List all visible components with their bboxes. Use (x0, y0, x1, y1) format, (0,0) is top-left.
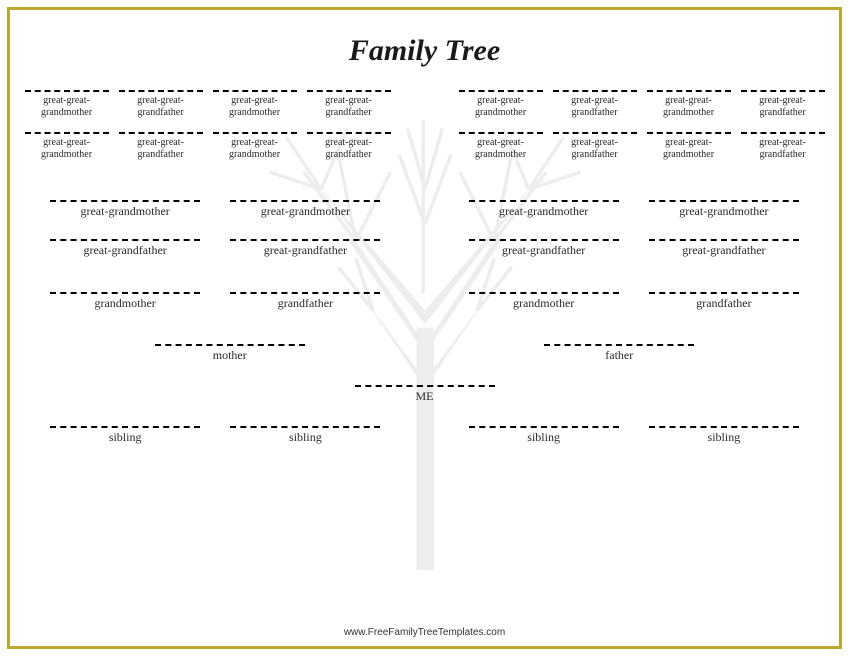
ancestor-slot: great-great- grandmother (459, 132, 543, 160)
ancestor-slot: great-grandfather (220, 239, 390, 258)
sibling-slot: sibling (459, 426, 629, 445)
ancestor-slot: great-grandmother (40, 200, 210, 219)
ancestor-slot: great-great- grandmother (213, 90, 297, 118)
gen1-row: ME (40, 385, 809, 404)
ancestor-slot: great-great- grandfather (553, 90, 637, 118)
sibling-slot: sibling (40, 426, 210, 445)
page-title: Family Tree (10, 34, 839, 68)
gen3-row: grandmother grandfather grandmother gran… (40, 292, 809, 311)
ancestor-slot: great-great- grandmother (647, 90, 731, 118)
page-frame: Family Tree great-great- grandmother gre… (7, 7, 842, 649)
ancestor-slot: grandfather (639, 292, 809, 311)
sibling-slot: sibling (639, 426, 809, 445)
gen2-row: mother father (40, 344, 809, 363)
ancestor-slot: great-great- grandmother (647, 132, 731, 160)
ancestor-slot: great-grandmother (220, 200, 390, 219)
siblings-row: sibling sibling sibling sibling (40, 426, 809, 445)
ancestor-slot: great-great- grandmother (25, 90, 109, 118)
ancestor-slot: great-great- grandfather (119, 132, 203, 160)
ancestor-slot: grandmother (459, 292, 629, 311)
tree-content: great-great- grandmother great-great- gr… (10, 68, 839, 445)
ancestor-slot: grandfather (220, 292, 390, 311)
ancestor-slot: grandmother (40, 292, 210, 311)
ancestor-slot: great-grandmother (459, 200, 629, 219)
ancestor-slot: great-great- grandfather (741, 90, 825, 118)
ancestor-slot: great-great- grandmother (25, 132, 109, 160)
ancestor-slot: great-great- grandfather (553, 132, 637, 160)
ancestor-slot: great-great- grandfather (119, 90, 203, 118)
ancestor-slot: great-grandfather (40, 239, 210, 258)
ancestor-slot: great-great- grandfather (307, 132, 391, 160)
parent-slot: mother (60, 344, 400, 363)
ancestor-slot: great-great- grandfather (307, 90, 391, 118)
ancestor-slot: great-great- grandfather (741, 132, 825, 160)
gen5-row2: great-great- grandmother great-great- gr… (40, 132, 809, 160)
gen5-row1: great-great- grandmother great-great- gr… (40, 90, 809, 118)
gen4-row2: great-grandfather great-grandfather grea… (40, 239, 809, 258)
parent-slot: father (449, 344, 789, 363)
ancestor-slot: great-great- grandmother (213, 132, 297, 160)
ancestor-slot: great-grandfather (639, 239, 809, 258)
me-slot: ME (350, 385, 500, 404)
ancestor-slot: great-great- grandmother (459, 90, 543, 118)
ancestor-slot: great-grandfather (459, 239, 629, 258)
footer-url: www.FreeFamilyTreeTemplates.com (10, 627, 839, 638)
gen4-row1: great-grandmother great-grandmother grea… (40, 200, 809, 219)
ancestor-slot: great-grandmother (639, 200, 809, 219)
sibling-slot: sibling (220, 426, 390, 445)
